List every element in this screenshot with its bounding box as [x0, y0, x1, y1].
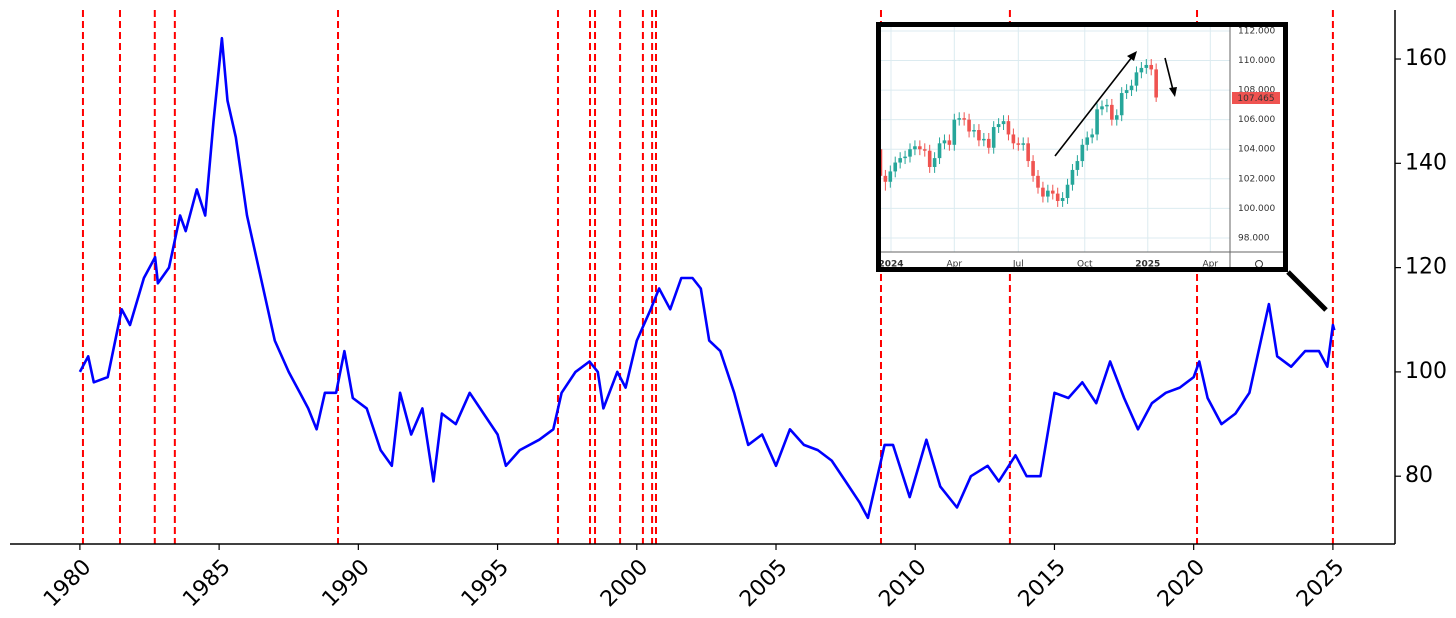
candle-body: [986, 138, 991, 148]
candle-body: [1021, 143, 1026, 145]
candle-body: [1110, 104, 1114, 120]
inset-overlay: [876, 22, 1288, 272]
candle-body: [1149, 64, 1154, 70]
price-tick-label: 100.000: [1238, 204, 1275, 214]
candle-body: [957, 118, 962, 120]
candle-body: [893, 162, 898, 172]
time-tick-label: Apr: [1203, 260, 1219, 270]
candle-body: [908, 149, 912, 157]
x-tick-label: 1985: [178, 555, 235, 612]
price-tick-label: 112.000: [1238, 26, 1275, 36]
index-line: [78, 36, 1336, 520]
inset-border: [876, 22, 1288, 272]
candle-body: [918, 146, 922, 150]
candle-body: [1016, 143, 1021, 145]
x-tick-label: 2015: [1014, 555, 1071, 612]
time-tick-label: Oct: [1077, 260, 1093, 270]
candle-body: [922, 149, 927, 151]
price-tick-label: 98.000: [1238, 233, 1270, 243]
candle-body: [903, 156, 907, 159]
price-tick-label: 102.000: [1238, 174, 1275, 184]
candle-body: [1065, 184, 1070, 199]
inset-chart: 98.000 100.000 102.000 104.000 106.000 108.00…: [876, 22, 1328, 312]
candle-body: [952, 119, 957, 145]
trend-arrow: [1164, 57, 1174, 91]
candle-body: [1060, 198, 1065, 201]
candle-body: [1055, 193, 1060, 201]
x-tick-label: 2025: [1292, 555, 1349, 612]
candle-body: [932, 158, 937, 167]
candle-body: [1100, 106, 1104, 110]
candle-body: [1139, 67, 1144, 73]
time-tick-label: 2024: [878, 260, 903, 270]
inset-connector: [1286, 270, 1328, 312]
trend-arrow: [1054, 56, 1133, 157]
arrow-head: [1127, 51, 1137, 61]
candle-body: [898, 158, 902, 163]
candle-body: [1046, 190, 1050, 197]
candle-body: [1011, 134, 1016, 144]
candle-body: [913, 146, 917, 150]
y-tick-label: 160: [1405, 46, 1447, 71]
y-tick-label: 140: [1405, 150, 1447, 175]
x-tick-label: 2020: [1153, 555, 1210, 612]
candle-body: [1090, 134, 1094, 138]
price-tick-label: 104.000: [1238, 145, 1275, 155]
candle-body: [977, 130, 981, 141]
x-tick-label: 2000: [596, 555, 653, 612]
candle-body: [967, 119, 971, 132]
candle-body: [937, 143, 942, 159]
candle-body: [1080, 144, 1085, 162]
candle-body: [927, 150, 932, 167]
candle-body: [1031, 161, 1035, 176]
y-tick-label: 120: [1405, 255, 1447, 280]
x-tick-label: 1980: [39, 555, 96, 612]
last-price-label: 107.465: [1237, 94, 1274, 104]
candle-body: [888, 171, 893, 182]
candle-body: [1095, 109, 1099, 135]
candle-body: [996, 124, 1001, 128]
arrow-head: [1169, 87, 1177, 97]
candle-body: [947, 140, 952, 145]
candle-body: [1119, 93, 1124, 116]
candle-body: [883, 175, 888, 182]
price-tick-label: 108.000: [1238, 86, 1275, 96]
candle-body: [1006, 121, 1011, 135]
candle-body: [991, 127, 996, 148]
candle-body: [942, 140, 947, 144]
x-tick-label: 2005: [735, 555, 792, 612]
candle-body: [1041, 187, 1045, 197]
candle-body: [1134, 72, 1139, 86]
candle-body: [1114, 115, 1119, 120]
candle-body: [1085, 137, 1090, 145]
y-tick-label: 100: [1405, 359, 1447, 384]
candle-body: [1129, 85, 1134, 91]
candle-body: [1124, 90, 1129, 94]
time-tick-label: Apr: [947, 260, 963, 270]
y-tick-label: 80: [1405, 463, 1433, 488]
candle-body: [1105, 104, 1109, 107]
candle-body: [1144, 64, 1149, 68]
time-tick-label: Jul: [1012, 260, 1024, 270]
candle-body: [1075, 161, 1080, 170]
candle-body: [972, 130, 976, 132]
time-tick-label: 2025: [1135, 260, 1160, 270]
x-tick-label: 2010: [874, 555, 931, 612]
candle-body: [1050, 190, 1055, 194]
candle-body: [1001, 121, 1006, 125]
x-tick-label: 1995: [457, 555, 514, 612]
last-price-tag: [1232, 92, 1280, 105]
candle-body: [1026, 143, 1030, 162]
price-tick-label: 110.000: [1238, 56, 1275, 66]
candle-body: [982, 138, 986, 141]
x-tick-label: 1990: [318, 555, 375, 612]
candle-body: [1070, 169, 1075, 185]
candle-body: [1036, 175, 1040, 188]
price-tick-label: 106.000: [1238, 115, 1275, 125]
candle-body: [962, 118, 966, 120]
candle-body: [1154, 69, 1158, 98]
